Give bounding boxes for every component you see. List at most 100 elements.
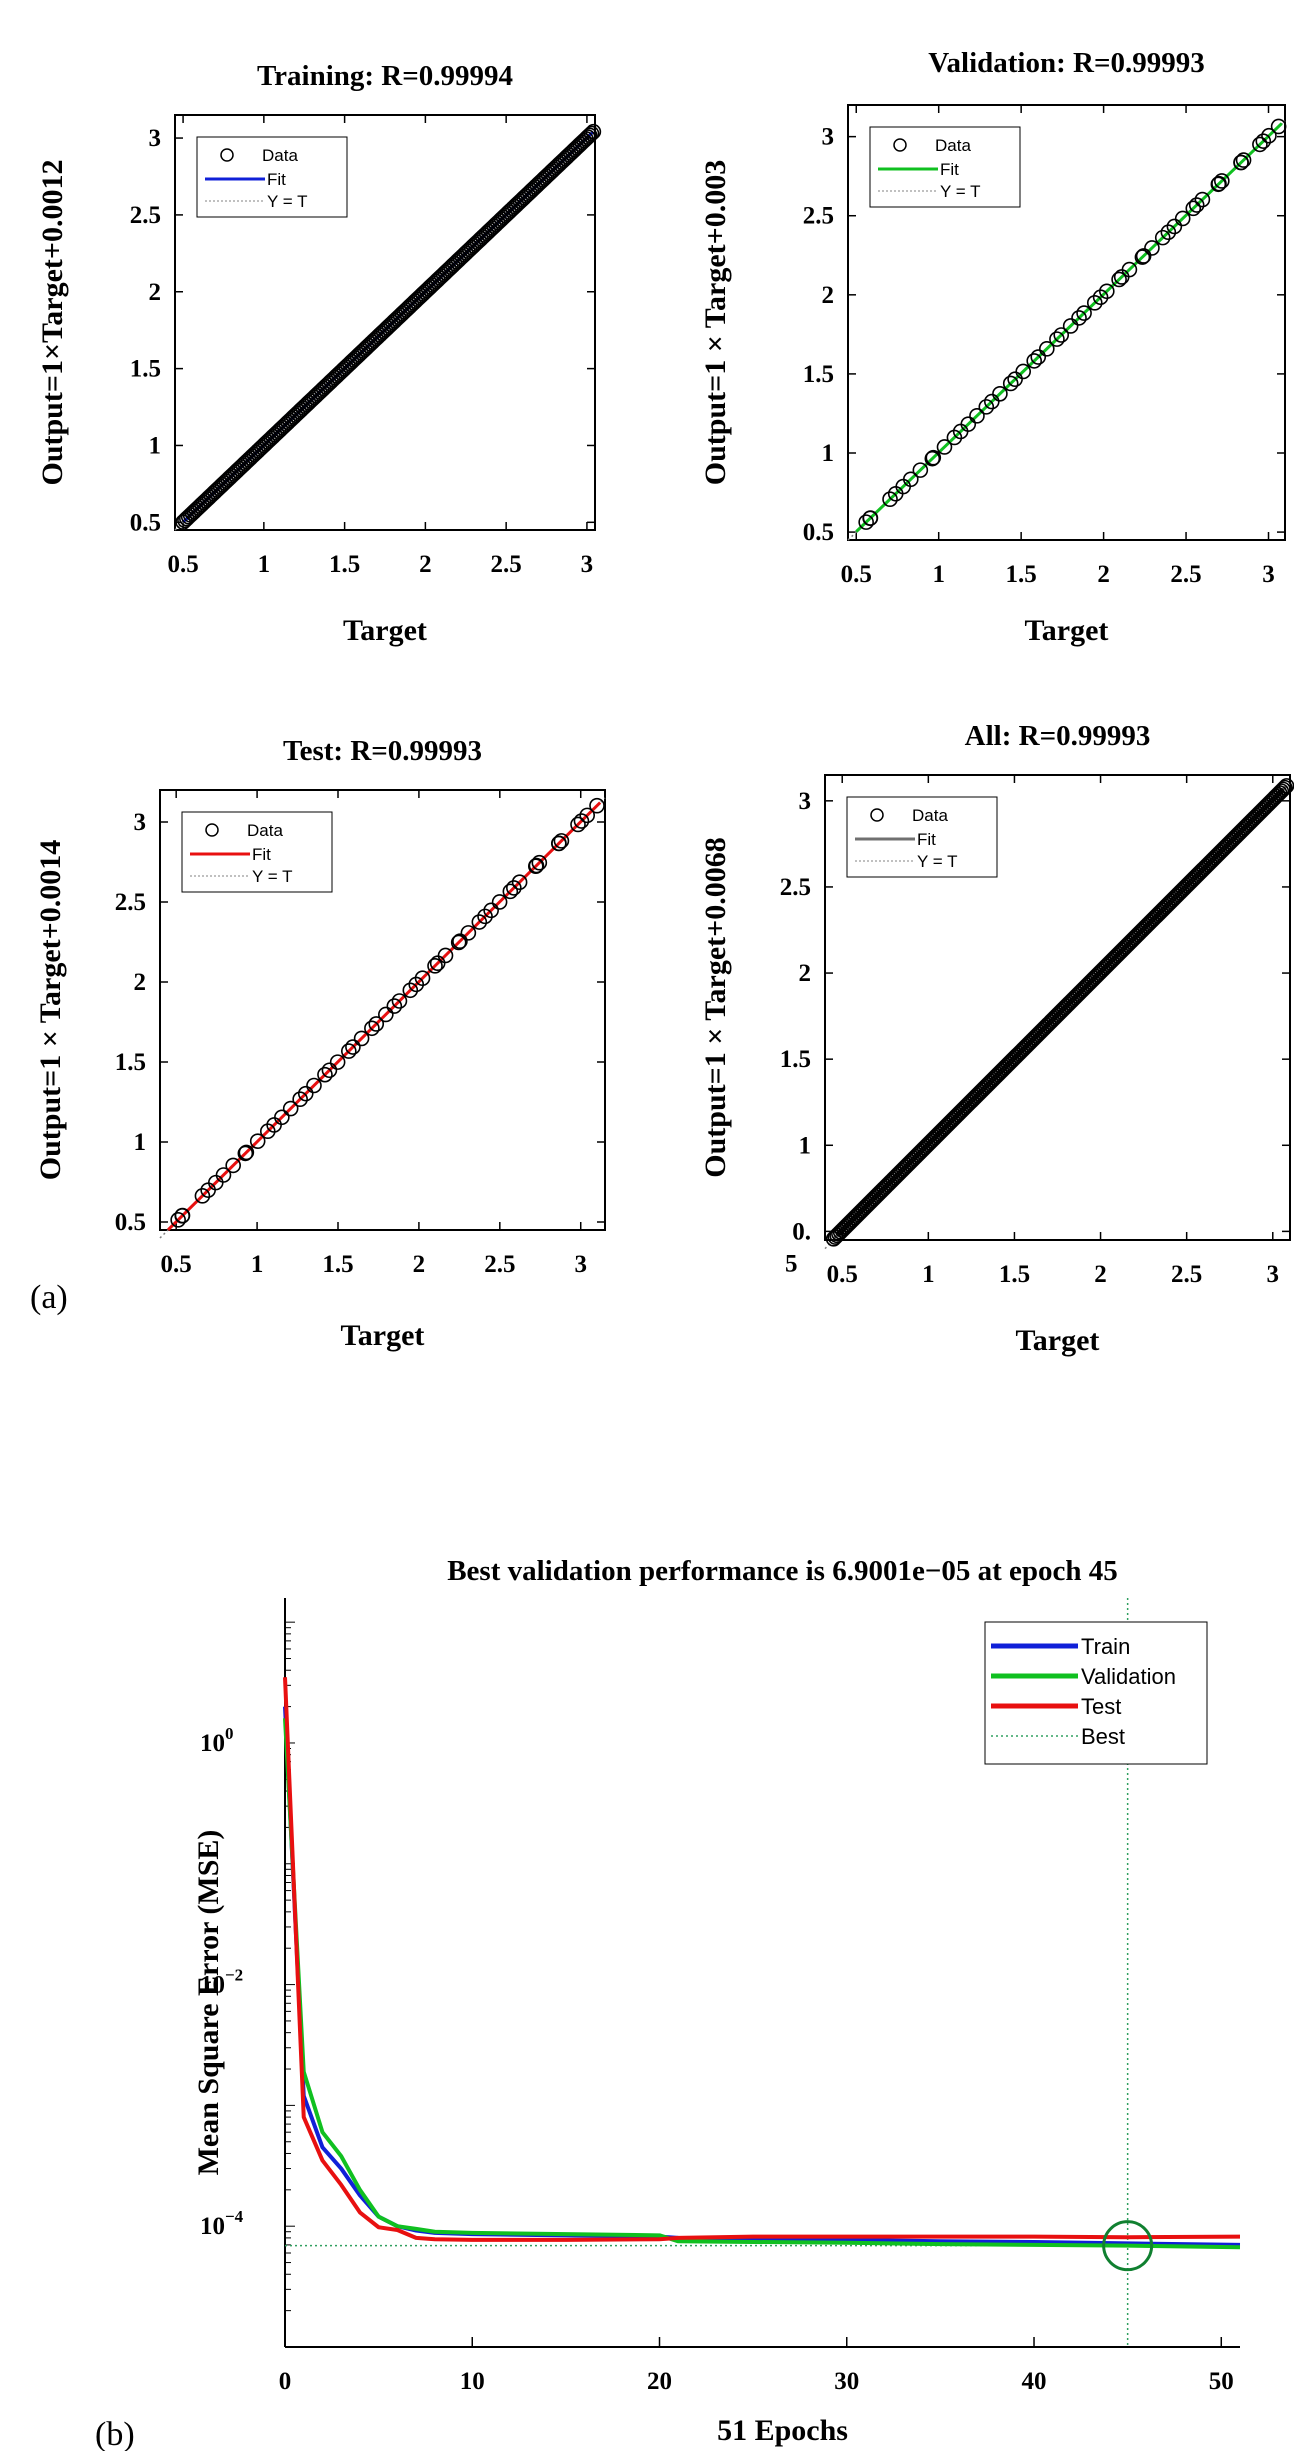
y-tick-base: 10 [200,1730,225,1757]
x-axis-label: Target [341,1319,425,1352]
legend-data-marker [205,823,219,837]
x-tick-label: 1.5 [1006,561,1037,588]
data-point [1214,173,1230,189]
y-tick-label: 1 [822,440,835,467]
y-tick-exponent: 0 [225,1724,234,1743]
data-point [491,894,508,910]
test-regression-plot: Test: R=0.99993 0.5 1 1.5 2 2.5 3 0.5 1 1.5 2 2.5 3 T… [34,735,606,1352]
data-point [579,129,596,145]
y-tick-label: 5 [785,1250,798,1277]
legend-item-fit: Fit [267,170,286,189]
data-point [583,125,600,142]
data-point [341,1043,357,1059]
data-point [450,934,467,951]
data-point [460,925,477,941]
data-point [531,854,548,871]
data-point [1235,152,1252,168]
data-point [570,816,586,833]
data-point [297,1085,314,1102]
series-test-line [283,1677,1241,2242]
data-point [1144,240,1160,256]
legend-data-marker [893,138,907,152]
data-point [1135,248,1152,264]
data-point [1062,318,1079,334]
legend-item-data: Data [247,821,283,840]
x-tick-label: 2 [413,1251,426,1278]
data-point [960,416,977,432]
x-tick-label: 2.5 [491,551,522,578]
data-point [329,1054,346,1070]
legend-item-data: Data [912,806,948,825]
x-tick-label: 1.5 [999,1261,1030,1288]
plot-title: Validation: R=0.99993 [928,47,1205,79]
data-point [477,908,493,925]
legend-item-data: Data [262,146,298,165]
x-tick-label: 20 [647,2368,672,2395]
data-point [1099,283,1115,300]
data-point [1026,353,1042,369]
y-tick-label: 2 [799,960,812,987]
series-train-line [283,1706,1241,2247]
data-point [1166,218,1183,235]
data-point [1076,305,1092,321]
y-axis-label: Output=1 × Target+0.0068 [699,837,732,1178]
x-axis-label: 51 Epochs [717,2414,848,2447]
validation-regression-plot: Validation: R=0.99993 0.5 1 1.5 2 2.5 3 0.5 1 1.5… [699,47,1287,647]
x-tick-label: 40 [1022,2368,1047,2395]
y-tick-label: 3 [822,124,835,151]
data-point [452,933,468,950]
y-tick-label: 1.5 [130,356,161,383]
data-point [882,491,898,507]
data-point [1121,261,1138,278]
data-point [368,1016,385,1032]
data-point [969,408,985,424]
all-regression-plot: All: R=0.99993 0.5 1 1.5 2 2.5 3 0. 1 1.5 2 2.5 3 5 Ta… [699,720,1294,1357]
x-tick-label: 1.5 [322,1251,353,1278]
data-point [579,807,596,824]
data-point [553,833,570,849]
x-axis-label: Target [1016,1324,1100,1357]
legend-item: Train [1081,1634,1130,1659]
x-tick-label: 50 [1209,2368,1234,2395]
data-point [1154,229,1171,246]
data-point [551,835,567,852]
plot-frame [847,104,1286,541]
data-point [391,993,408,1009]
y-tick-label: 0. [792,1218,811,1245]
legend-item-fit: Fit [917,830,936,849]
data-point [1007,371,1023,388]
plot-frame [159,789,606,1231]
data-point [259,1123,276,1140]
x-tick-label: 2 [1094,1261,1107,1288]
data-point [321,1062,338,1079]
data-point [1053,327,1070,343]
data-point [978,399,995,415]
x-tick-label: 0.5 [167,551,198,578]
legend-item-identity: Y = T [252,867,292,886]
data-point [887,485,904,502]
y-tick-label: 2.5 [803,203,834,230]
data-point [1185,200,1202,217]
data-point [437,947,454,964]
data-point [1194,191,1211,208]
y-tick-label: 2.5 [115,889,146,916]
data-point [992,385,1008,402]
x-tick-label: 30 [834,2368,859,2395]
data-point [1210,176,1227,193]
data-point [1273,783,1290,799]
y-tick-label: 1 [149,432,162,459]
data-point [282,1100,299,1117]
y-axis-label: Output=1 × Target+0.003 [699,160,732,486]
data-point [511,874,528,890]
legend-item-identity: Y = T [267,192,307,211]
data-point [858,514,874,530]
plot-title: All: R=0.99993 [965,720,1151,752]
x-tick-label: 1 [251,1251,264,1278]
plot-title: Best validation performance is 6.9001e−0… [447,1555,1118,1587]
data-point [936,439,953,455]
data-point [215,1167,232,1183]
legend-item-identity: Y = T [940,182,980,201]
data-point [1255,133,1272,149]
x-tick-label: 1 [922,1261,935,1288]
data-point [237,1145,254,1162]
